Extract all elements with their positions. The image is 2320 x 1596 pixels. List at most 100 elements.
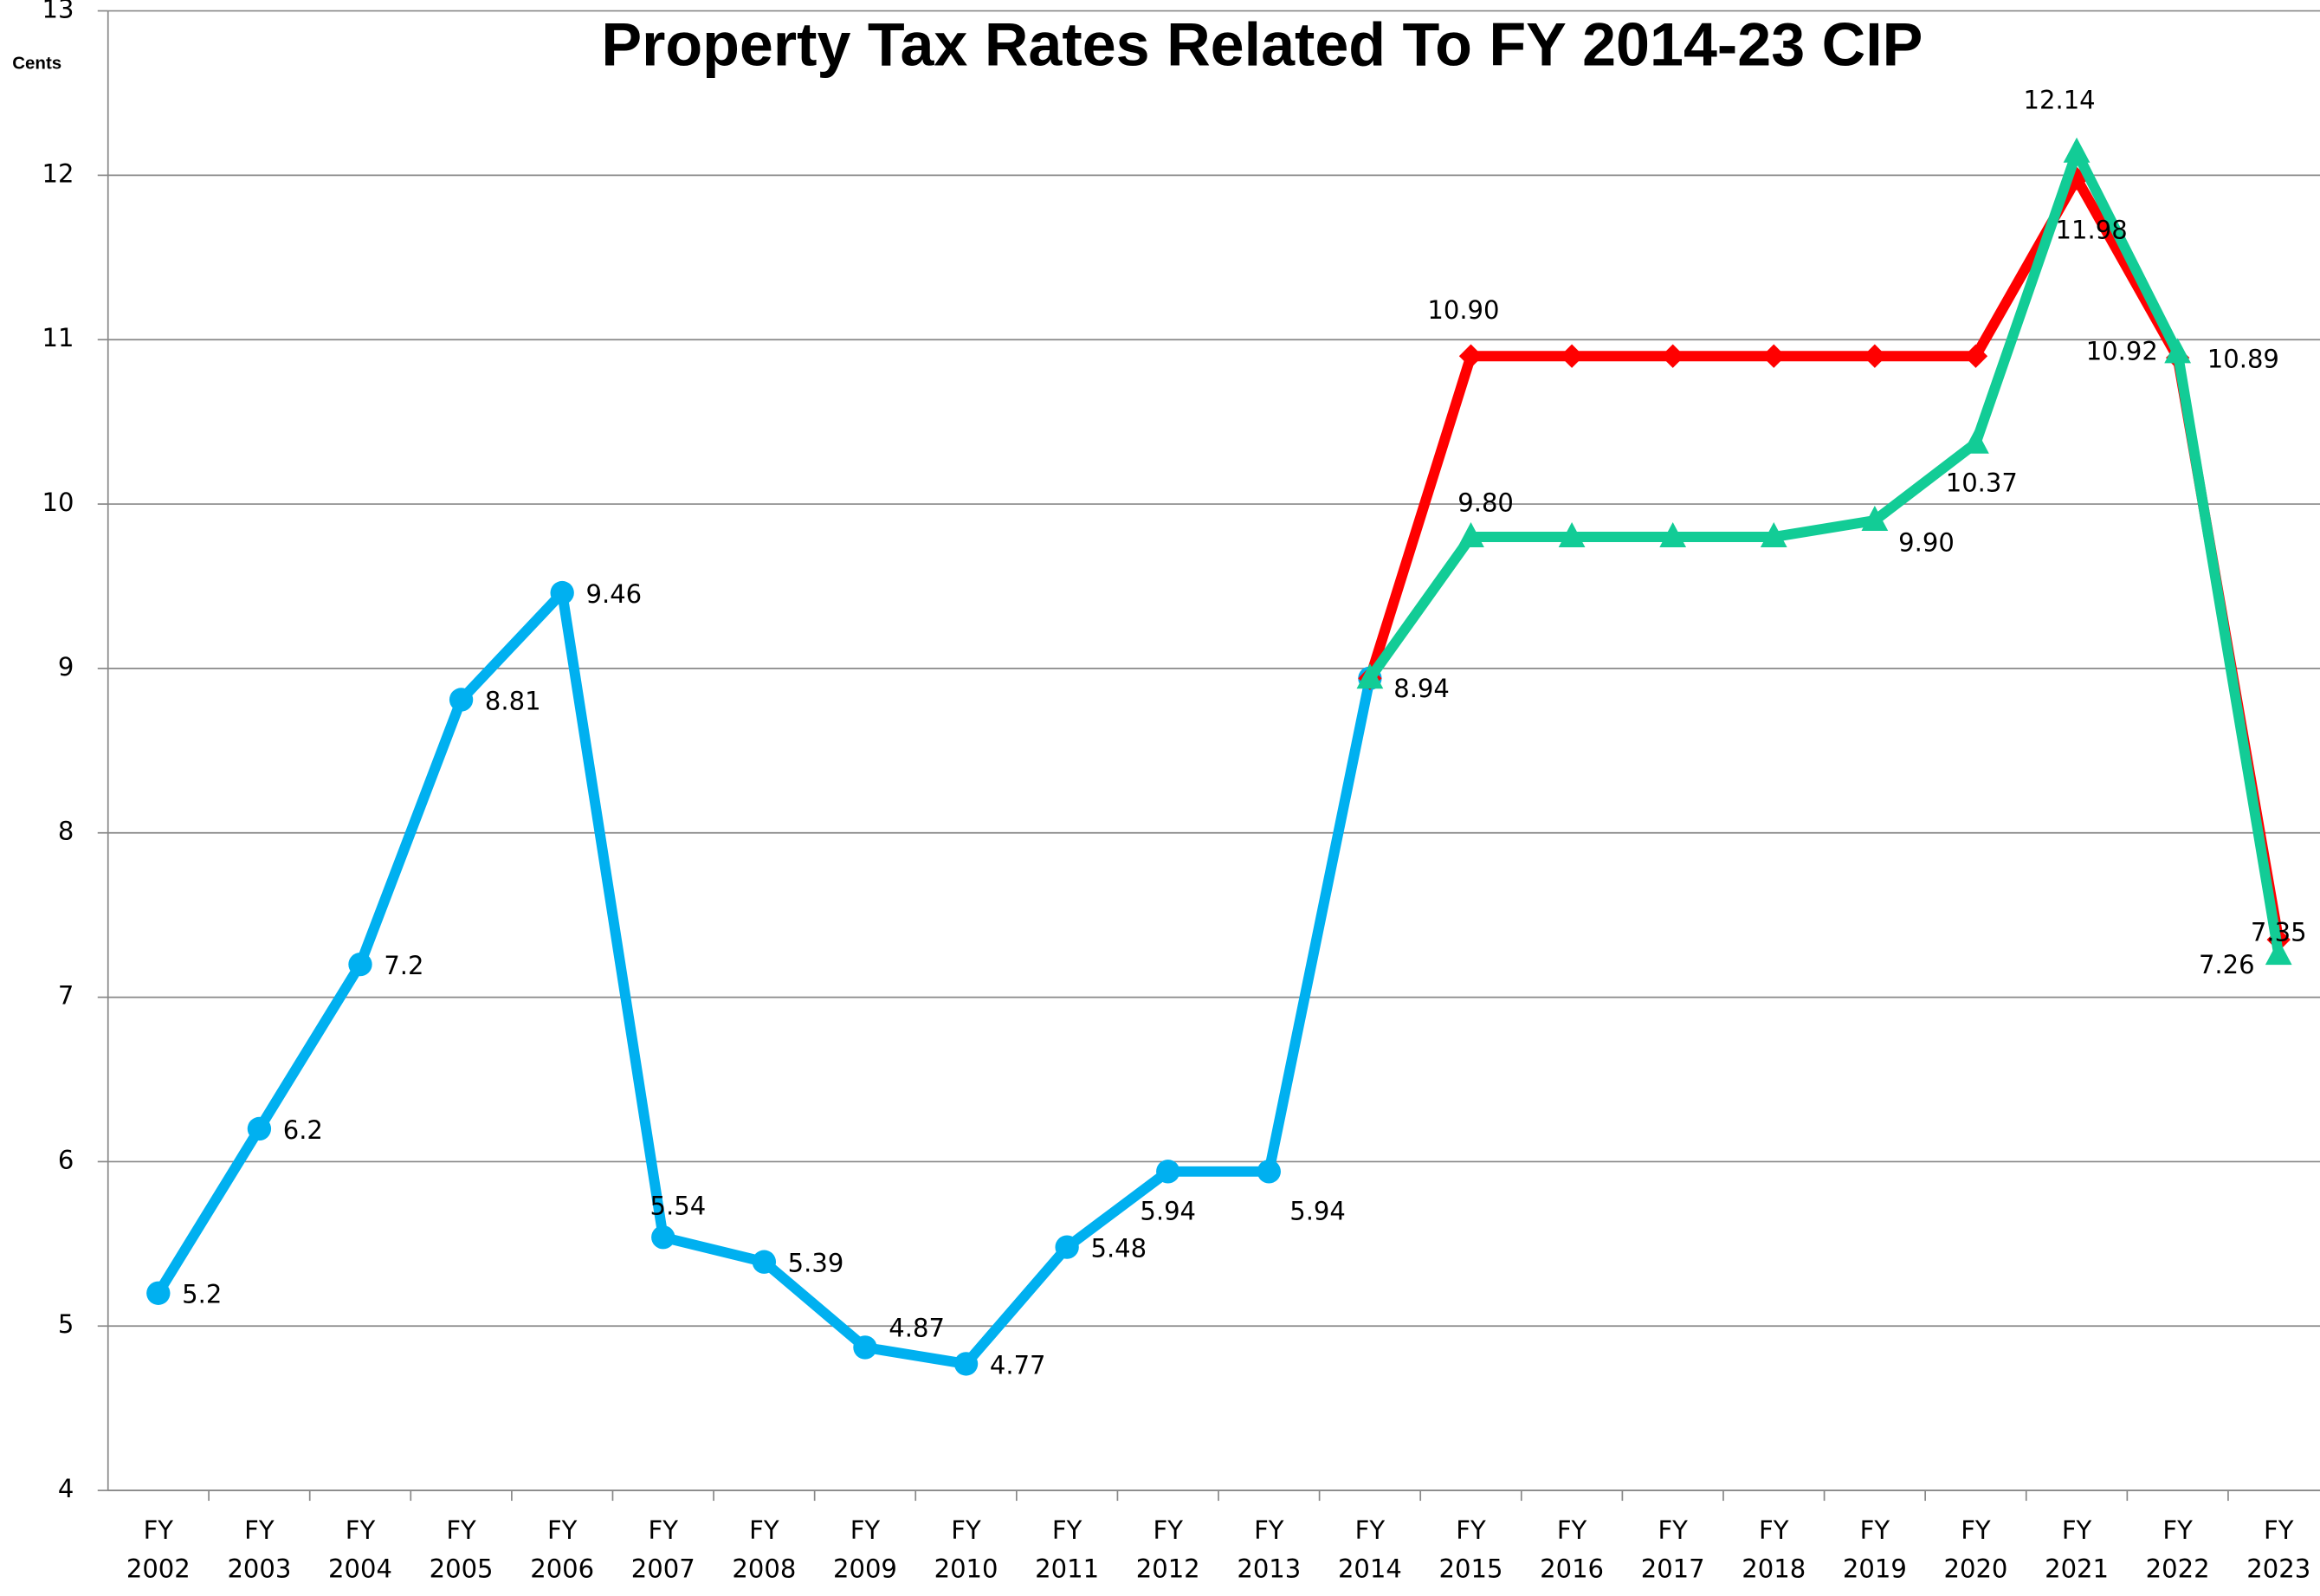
x-tick-label: FY 2010: [934, 1515, 998, 1583]
x-tick-label-line: 2022: [2146, 1554, 2210, 1583]
chart-title: Property Tax Rates Related To FY 2014-23…: [601, 10, 1923, 78]
x-tick-label-line: 2006: [530, 1554, 594, 1583]
x-tick-label-line: 2016: [1540, 1554, 1604, 1583]
x-tick-label-line: 2020: [1944, 1554, 2008, 1583]
x-tick-label-line: 2010: [934, 1554, 998, 1583]
x-tick-label: FY 2014: [1338, 1515, 1402, 1583]
x-tick-label-line: FY: [1557, 1515, 1587, 1545]
x-tick-label-line: 2011: [1035, 1554, 1099, 1583]
data-label: 6.2: [283, 1115, 323, 1145]
x-tick-label-line: 2012: [1136, 1554, 1200, 1583]
data-label: 10.92: [2086, 336, 2158, 365]
y-tick-label: 11: [42, 323, 74, 352]
y-tick-label: 9: [58, 652, 74, 682]
y-axis-label: Cents: [12, 53, 61, 73]
x-tick-label-line: 2019: [1843, 1554, 1907, 1583]
x-tick-label-line: 2018: [1742, 1554, 1806, 1583]
x-tick-label-line: FY: [1254, 1515, 1284, 1545]
x-tick-label-line: 2002: [126, 1554, 191, 1583]
x-tick-label: FY 2006: [530, 1515, 594, 1583]
data-label: 5.54: [650, 1192, 707, 1221]
x-tick-label: FY 2008: [732, 1515, 796, 1583]
x-tick-label-line: 2008: [732, 1554, 796, 1583]
x-tick-label-line: 2021: [2045, 1554, 2109, 1583]
y-tick-label: 13: [42, 0, 74, 24]
y-tick-label: 10: [42, 488, 74, 517]
x-tick-label-line: FY: [1456, 1515, 1486, 1545]
marker: [1558, 521, 1586, 547]
data-label: 7.2: [384, 951, 423, 980]
marker: [1659, 521, 1687, 547]
x-tick-label-line: 2017: [1641, 1554, 1705, 1583]
x-tick-label: FY 2011: [1035, 1515, 1099, 1583]
marker: [2164, 338, 2192, 364]
x-tick-label-line: FY: [1658, 1515, 1688, 1545]
x-tick-label: FY 2023: [2246, 1515, 2310, 1583]
x-tick-label-line: FY: [1961, 1515, 1991, 1545]
data-label: 5.2: [182, 1280, 222, 1309]
data-label: 8.81: [485, 686, 541, 715]
marker: [1356, 663, 1384, 689]
marker: [550, 580, 574, 605]
x-tick-label-line: 2005: [430, 1554, 494, 1583]
x-tick-label: FY 2017: [1641, 1515, 1705, 1583]
x-tick-label: FY 2016: [1540, 1515, 1604, 1583]
data-label: 12.14: [2024, 86, 2096, 115]
data-label: 5.94: [1140, 1197, 1196, 1226]
x-tick-label-line: FY: [1355, 1515, 1386, 1545]
marker: [853, 1335, 877, 1360]
x-tick-label-line: 2004: [328, 1554, 392, 1583]
x-tick-label: FY 2018: [1742, 1515, 1806, 1583]
x-tick-label-line: 2014: [1338, 1554, 1402, 1583]
x-tick-label-line: FY: [2062, 1515, 2092, 1545]
data-label: 5.94: [1289, 1197, 1346, 1226]
series-line: [1365, 173, 2284, 941]
x-tick-label-line: FY: [951, 1515, 981, 1545]
x-tick-label: FY 2019: [1843, 1515, 1907, 1583]
x-tick-label: FY 2015: [1439, 1515, 1503, 1583]
x-tick-label-line: FY: [2264, 1515, 2294, 1545]
data-label: 4.87: [889, 1313, 945, 1342]
y-tick-label: 8: [58, 817, 74, 846]
marker: [247, 1116, 272, 1141]
x-tick-label-line: FY: [1860, 1515, 1890, 1545]
x-tick-label-line: FY: [1154, 1515, 1184, 1545]
x-tick-label-line: FY: [2162, 1515, 2193, 1545]
marker: [1156, 1160, 1180, 1184]
marker: [348, 952, 372, 977]
x-tick-label-line: 2013: [1237, 1554, 1301, 1583]
data-label: 10.89: [2207, 345, 2279, 374]
x-tick-label-line: 2003: [227, 1554, 291, 1583]
data-label: 9.80: [1457, 488, 1514, 517]
marker: [2265, 940, 2292, 966]
y-tick-label: 5: [58, 1309, 74, 1339]
marker: [1760, 521, 1787, 547]
data-label: 10.90: [1427, 295, 1499, 325]
x-tick-label-line: 2023: [2246, 1554, 2310, 1583]
marker: [1257, 1160, 1281, 1184]
x-tick-label: FY 2013: [1237, 1515, 1301, 1583]
data-label: 9.90: [1898, 527, 1955, 557]
data-label: 7.35: [2251, 917, 2307, 947]
x-tick-label-line: FY: [1759, 1515, 1789, 1545]
x-tick-label-line: 2007: [631, 1554, 695, 1583]
marker: [146, 1281, 171, 1305]
data-label: 10.37: [1946, 468, 2018, 498]
data-label: 5.48: [1090, 1234, 1147, 1263]
y-tick-label: 6: [58, 1145, 74, 1174]
x-tick-label-line: FY: [244, 1515, 275, 1545]
data-label: 4.77: [990, 1350, 1046, 1380]
y-tick-label: 7: [58, 981, 74, 1011]
marker: [1457, 521, 1484, 547]
x-tick-label-line: FY: [850, 1515, 881, 1545]
x-tick-label-line: FY: [547, 1515, 578, 1545]
series-line: [1366, 146, 2284, 956]
x-tick-label-line: FY: [649, 1515, 679, 1545]
marker: [1861, 505, 1889, 532]
x-tick-label-line: 2009: [833, 1554, 897, 1583]
x-tick-label: FY 2007: [631, 1515, 695, 1583]
x-tick-label: FY 2012: [1136, 1515, 1200, 1583]
marker: [1055, 1235, 1079, 1259]
data-label: 7.26: [2199, 950, 2255, 979]
